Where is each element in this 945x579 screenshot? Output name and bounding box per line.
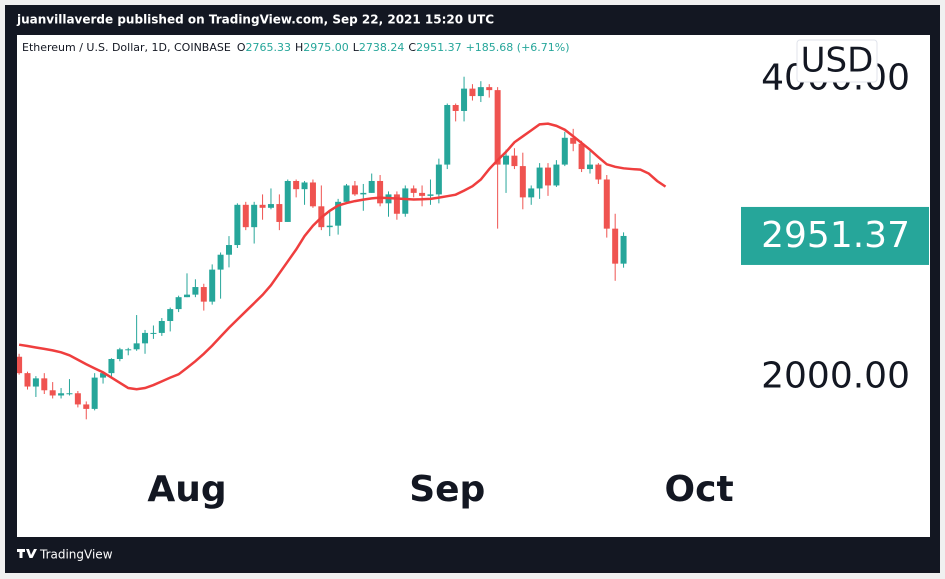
candle-body	[536, 167, 543, 189]
candle-body	[125, 349, 132, 351]
candle-body	[343, 185, 350, 202]
candle-body	[586, 164, 593, 170]
candle-body	[108, 358, 115, 374]
candle-body	[276, 204, 283, 222]
candle-body	[41, 378, 48, 391]
legend-key: C	[408, 41, 416, 54]
candle-body	[17, 356, 23, 374]
x-tick-label: Sep	[409, 469, 485, 510]
candle-body	[309, 182, 316, 207]
footer-logo	[17, 549, 37, 558]
candle-body	[58, 393, 65, 396]
candle-body	[452, 105, 459, 111]
candle-body	[528, 188, 535, 198]
currency: USD	[801, 41, 874, 81]
x-tick-label: Aug	[147, 469, 226, 510]
candle-body	[612, 228, 619, 264]
candle-body	[561, 137, 568, 165]
y-tick-label: 2000.00	[761, 356, 910, 397]
candle-body	[142, 332, 149, 344]
candle-body	[435, 164, 442, 195]
candle-body	[503, 155, 510, 165]
candle-body	[251, 204, 258, 228]
legend-key: L	[353, 41, 360, 54]
plot	[17, 76, 667, 420]
candle-body	[486, 87, 493, 91]
candle-body	[24, 373, 31, 387]
candle-body	[620, 235, 627, 264]
candle-body	[284, 180, 291, 222]
candle-body	[301, 182, 308, 190]
candle-body	[603, 179, 610, 229]
candle-body	[553, 164, 560, 186]
candle-body	[74, 393, 81, 405]
currency-box	[796, 39, 878, 83]
candle-body	[167, 309, 174, 322]
candle-body	[192, 287, 199, 295]
candle-body	[402, 188, 409, 214]
candle-body	[259, 204, 266, 208]
legend-key: O	[237, 41, 246, 54]
candle-body	[116, 349, 123, 359]
candle-body	[419, 192, 426, 196]
candle-body	[469, 88, 476, 97]
candle-body	[267, 204, 274, 208]
candle-body	[100, 373, 107, 378]
candle-body	[444, 105, 451, 165]
candle-body	[49, 390, 56, 396]
ohlc-legend: Ethereum / U.S. Dollar, 1D, COINBASE O276…	[22, 41, 570, 54]
legend-value: 2738.24	[359, 41, 405, 54]
plot-area	[17, 35, 930, 537]
candle-body	[242, 204, 249, 228]
candle-body	[158, 321, 165, 333]
candle-body	[225, 245, 232, 255]
candle-body	[393, 194, 400, 214]
candle-body	[217, 254, 224, 270]
candle-body	[66, 393, 73, 395]
legend-change: +185.68 (+6.71%)	[466, 41, 570, 54]
candle-body	[351, 185, 358, 195]
candle-body	[234, 204, 241, 246]
candle-body	[519, 166, 526, 198]
candle-body	[494, 90, 501, 165]
legend-key: H	[295, 41, 303, 54]
candle-body	[570, 137, 577, 144]
candle-body	[175, 297, 182, 310]
candle-body	[410, 188, 417, 193]
candle-body	[578, 143, 585, 170]
footer: TradingView	[39, 548, 113, 562]
candle-body	[545, 167, 552, 186]
candle-body	[32, 378, 39, 387]
candle-body	[293, 180, 300, 190]
x-tick-label: Oct	[665, 469, 734, 510]
candle-body	[477, 87, 484, 97]
candle-body	[595, 164, 602, 180]
candle-body	[209, 269, 216, 302]
candle-body	[368, 180, 375, 193]
price-label: 2951.37	[761, 215, 910, 256]
candle-body	[326, 225, 333, 228]
candle-body	[377, 180, 384, 204]
candle-body	[200, 287, 207, 302]
candle-body	[335, 201, 342, 226]
candle-body	[184, 294, 191, 298]
legend-value: 2951.37	[416, 41, 462, 54]
candle-body	[360, 192, 367, 195]
candle-body	[91, 377, 98, 409]
candle-body	[133, 343, 140, 350]
candle-body	[461, 88, 468, 111]
legend-value: 2975.00	[303, 41, 349, 54]
candle-body	[427, 194, 434, 196]
candle-body	[150, 332, 157, 334]
candle-body	[511, 155, 518, 167]
header: juanvillaverde published on TradingView.…	[16, 13, 494, 27]
moving-average	[18, 122, 667, 391]
legend-symbol: Ethereum / U.S. Dollar, 1D, COINBASE	[22, 41, 231, 54]
price-label-box	[741, 206, 929, 265]
legend-value: 2765.33	[245, 41, 291, 54]
candle-body	[83, 404, 90, 409]
